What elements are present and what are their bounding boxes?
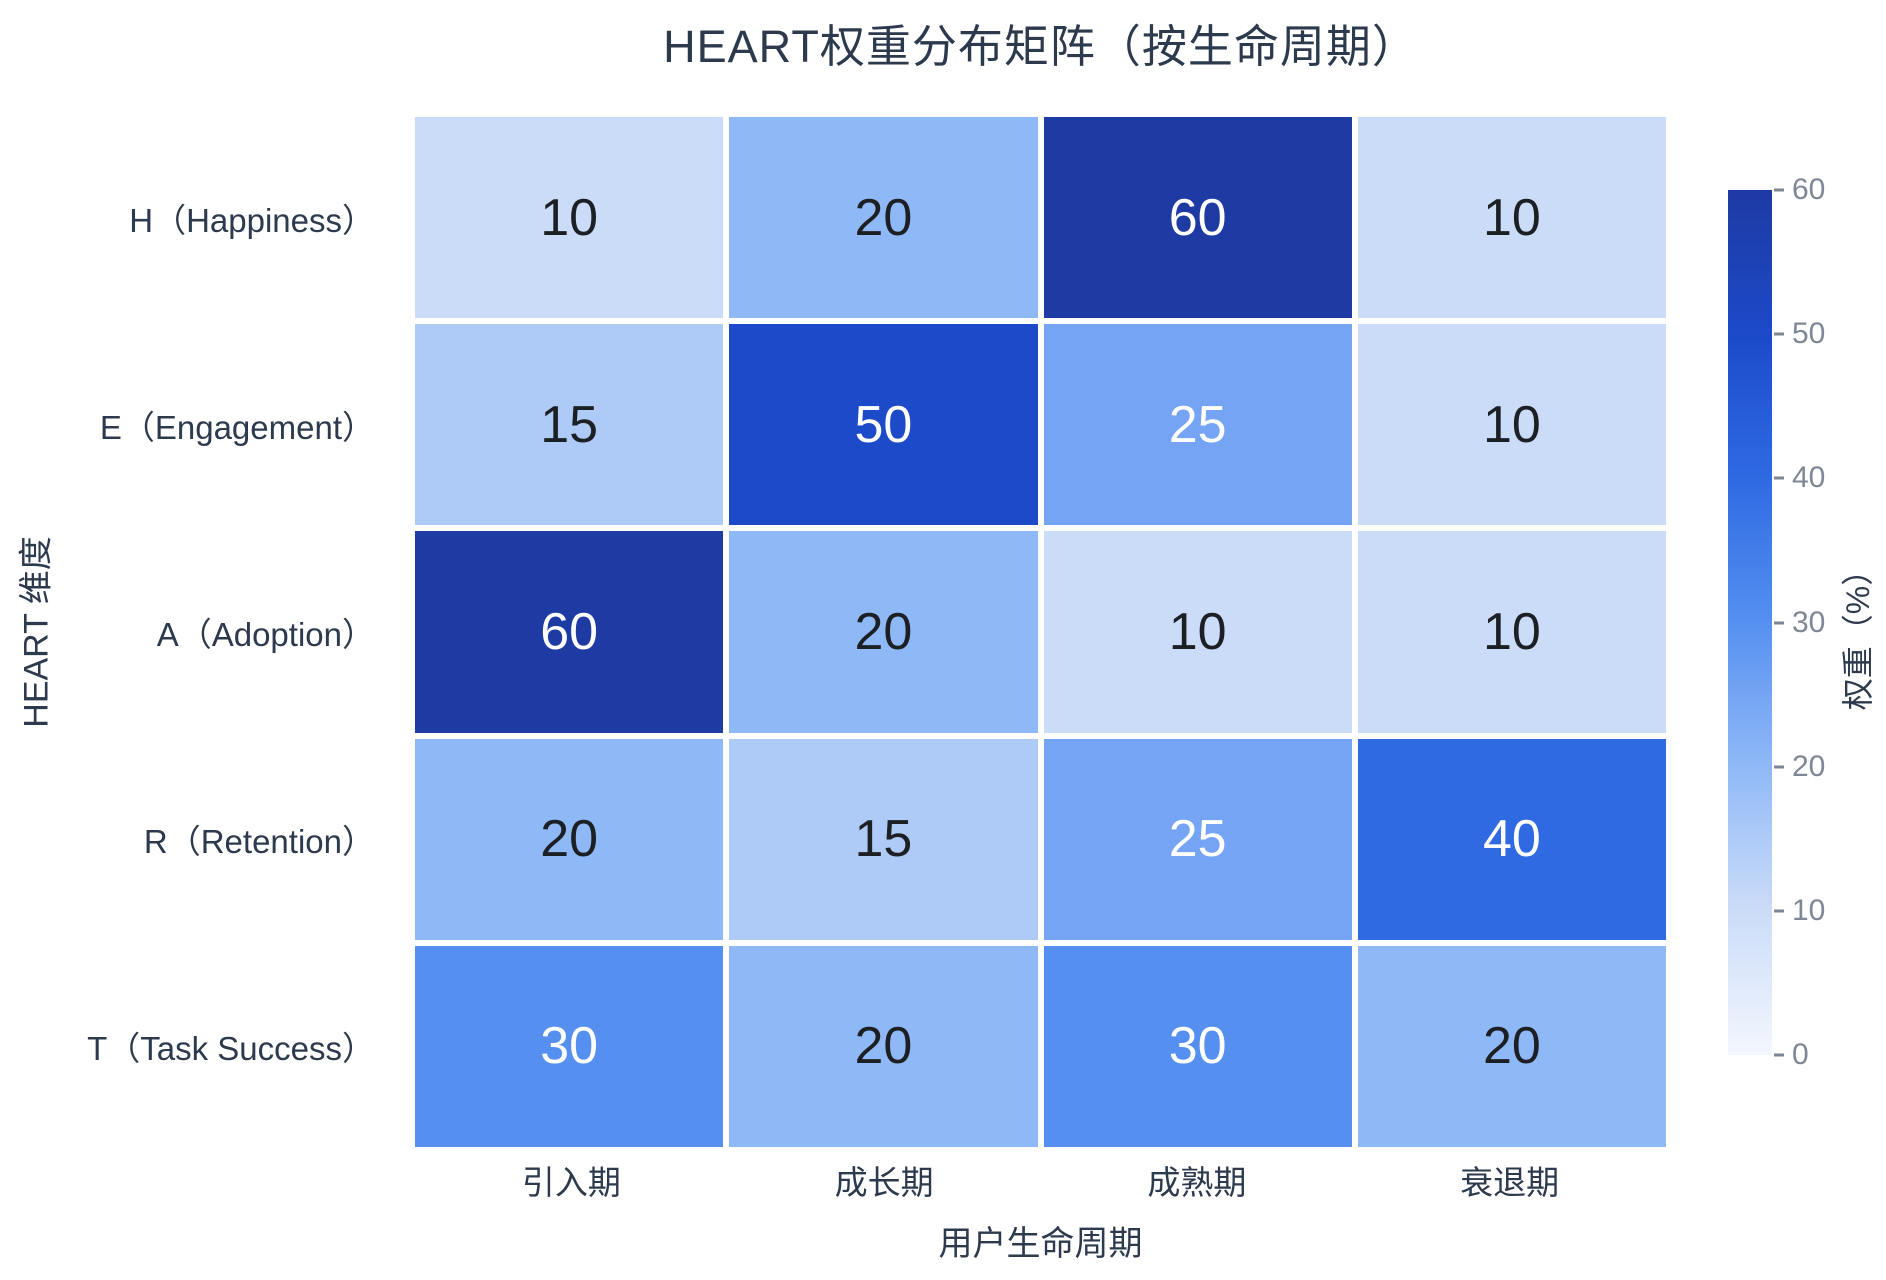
- heatmap-cell-r3-c0: 20: [415, 738, 724, 940]
- heatmap-cell-r1-c0: 15: [415, 324, 724, 526]
- y-tick-label: A（Adoption）: [156, 615, 375, 653]
- x-tick-label: 成熟期: [1147, 1164, 1247, 1201]
- heatmap-cell-r2-c2: 10: [1043, 531, 1352, 733]
- colorbar-tick-label: 30: [1792, 605, 1826, 639]
- colorbar-tick-label: 0: [1792, 1038, 1809, 1071]
- chart-title: HEART权重分布矩阵（按生命周期）: [663, 21, 1418, 72]
- heatmap-cell-r3-c3: 40: [1357, 738, 1666, 940]
- x-axis-title: 用户生命周期: [938, 1225, 1143, 1263]
- colorbar-tick-label: 20: [1792, 749, 1826, 783]
- colorbar-tick-mark: [1774, 332, 1784, 336]
- colorbar-gradient: [1728, 190, 1772, 1055]
- heatmap-cell-r2-c1: 20: [729, 531, 1038, 733]
- heatmap-cell-r3-c1: 15: [729, 738, 1038, 940]
- heatmap-cell-r2-c3: 10: [1357, 531, 1666, 733]
- heatmap-cell-r1-c2: 25: [1043, 324, 1352, 526]
- heatmap-cell-r0-c1: 20: [729, 117, 1038, 319]
- colorbar-tick-label: 50: [1792, 317, 1826, 351]
- x-tick-label: 引入期: [521, 1164, 621, 1201]
- heatmap-cell-r4-c1: 20: [729, 945, 1038, 1147]
- colorbar-title: 权重（%）: [1840, 553, 1876, 711]
- x-tick-label: 衰退期: [1460, 1164, 1560, 1201]
- heatmap-cell-r2-c0: 60: [415, 531, 724, 733]
- colorbar-tick-mark: [1774, 621, 1784, 624]
- x-tick-label: 成长期: [834, 1164, 934, 1201]
- heatmap-cell-r0-c3: 10: [1357, 117, 1666, 319]
- colorbar-tick-mark: [1774, 188, 1784, 192]
- heatmap-cell-r4-c3: 20: [1357, 945, 1666, 1147]
- y-tick-label: H（Happiness）: [129, 201, 375, 239]
- heatmap-cell-r4-c2: 30: [1043, 945, 1352, 1147]
- heatmap-cell-r0-c2: 60: [1043, 117, 1352, 319]
- heatmap-cell-r0-c0: 10: [415, 117, 724, 319]
- y-tick-label: T（Task Success）: [87, 1030, 375, 1068]
- colorbar-tick-mark: [1774, 476, 1784, 480]
- colorbar-tick-mark: [1774, 1053, 1784, 1057]
- colorbar: 0 10 20 30 40 50 60: [1728, 173, 1825, 1071]
- heatmap-cell-r1-c1: 50: [729, 324, 1038, 526]
- colorbar-tick-label: 60: [1792, 173, 1826, 206]
- heatmap-cell-r3-c2: 25: [1043, 738, 1352, 940]
- x-axis-tick-labels: 引入期 成长期 成熟期 衰退期: [415, 1156, 1666, 1204]
- y-tick-label: R（Retention）: [143, 823, 375, 861]
- y-axis-tick-labels: H（Happiness） E（Engagement） A（Adoption） R（Re…: [0, 117, 395, 1147]
- y-tick-label: E（Engagement）: [99, 408, 375, 446]
- colorbar-tick-mark: [1774, 765, 1784, 769]
- colorbar-tick-label: 40: [1792, 461, 1826, 495]
- colorbar-tick-mark: [1774, 909, 1784, 913]
- heatmap-cell-r1-c3: 10: [1357, 324, 1666, 526]
- heatmap-grid: 10 20 60 10 15 50 25 10 60 20 10 10 20 15 25 40 30 20 30 20: [415, 117, 1666, 1147]
- heatmap-cell-r4-c0: 30: [415, 945, 724, 1147]
- colorbar-tick-label: 10: [1792, 893, 1826, 927]
